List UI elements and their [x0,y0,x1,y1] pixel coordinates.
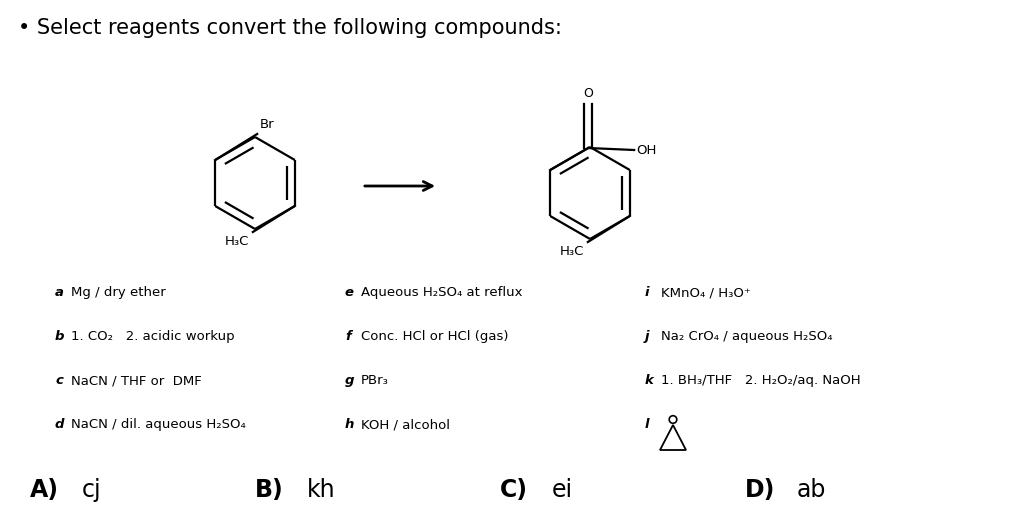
Text: i: i [645,286,649,299]
Text: h: h [345,418,354,431]
Text: A): A) [30,478,59,502]
Text: • Select reagents convert the following compounds:: • Select reagents convert the following … [18,18,562,38]
Text: g: g [345,374,354,387]
Text: cj: cj [82,478,101,502]
Text: 1. CO₂   2. acidic workup: 1. CO₂ 2. acidic workup [71,330,234,343]
Text: Mg / dry ether: Mg / dry ether [71,286,166,299]
Text: Na₂ CrO₄ / aqueous H₂SO₄: Na₂ CrO₄ / aqueous H₂SO₄ [662,330,833,343]
Text: B): B) [255,478,284,502]
Text: O: O [584,87,593,100]
Text: Br: Br [260,118,274,131]
Text: a: a [55,286,63,299]
Text: l: l [645,418,649,431]
Text: j: j [645,330,649,343]
Text: ei: ei [552,478,573,502]
Text: d: d [55,418,65,431]
Text: b: b [55,330,65,343]
Text: 1. BH₃/THF   2. H₂O₂/aq. NaOH: 1. BH₃/THF 2. H₂O₂/aq. NaOH [662,374,860,387]
Text: C): C) [500,478,528,502]
Text: H₃C: H₃C [559,245,584,258]
Text: c: c [55,374,62,387]
Text: k: k [645,374,654,387]
Text: KOH / alcohol: KOH / alcohol [361,418,450,431]
Text: D): D) [745,478,775,502]
Text: NaCN / THF or  DMF: NaCN / THF or DMF [71,374,202,387]
Text: KMnO₄ / H₃O⁺: KMnO₄ / H₃O⁺ [662,286,751,299]
Text: kh: kh [307,478,336,502]
Text: f: f [345,330,351,343]
Text: H₃C: H₃C [224,235,249,248]
Text: Conc. HCl or HCl (gas): Conc. HCl or HCl (gas) [361,330,509,343]
Text: NaCN / dil. aqueous H₂SO₄: NaCN / dil. aqueous H₂SO₄ [71,418,246,431]
Text: PBr₃: PBr₃ [361,374,389,387]
Text: e: e [345,286,354,299]
Text: OH: OH [636,144,656,156]
Text: Aqueous H₂SO₄ at reflux: Aqueous H₂SO₄ at reflux [361,286,522,299]
Text: ab: ab [797,478,826,502]
